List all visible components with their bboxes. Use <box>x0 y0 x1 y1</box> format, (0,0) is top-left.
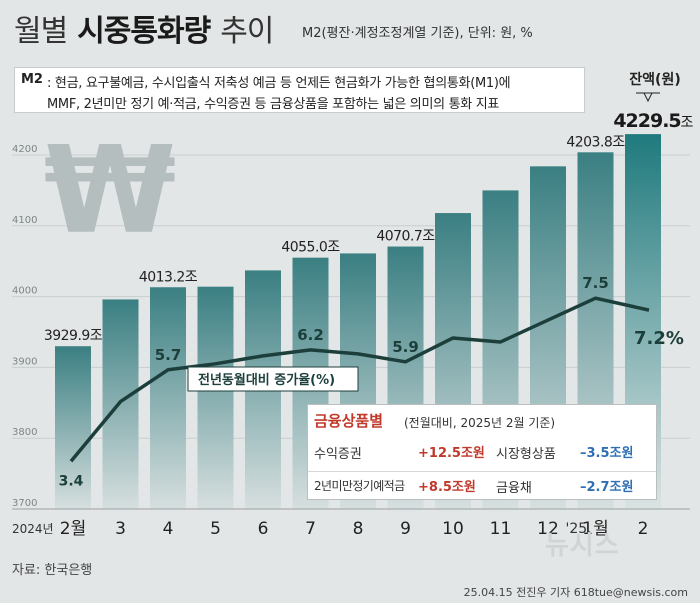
bar <box>150 287 186 509</box>
bar-value-label: 4013.2조 <box>139 269 198 285</box>
financial-products-box: 금융상품별 (전월대비, 2025년 2월 기준) 수익증권 +12.5조원 시… <box>307 404 657 500</box>
bar-value-label: 4203.8조 <box>566 134 625 150</box>
financial-products-note: (전월대비, 2025년 2월 기준) <box>404 416 556 430</box>
bar-value-label: 3929.9조 <box>44 328 103 344</box>
product-change: +12.5조원 <box>418 446 485 461</box>
bar-value-label: 4229.5 <box>613 110 680 132</box>
y-tick-label: 3700 <box>12 498 37 509</box>
bar-value-label: 4055.0조 <box>281 240 340 256</box>
y-tick-label: 4000 <box>12 286 37 297</box>
x-tick-label: 8 <box>353 519 364 539</box>
line-value-label: 7.5 <box>582 274 609 292</box>
line-value-label: 5.9 <box>392 338 419 356</box>
line-value-label: 6.2 <box>297 326 324 344</box>
bar <box>197 286 234 509</box>
bar-value-unit: 조 <box>681 115 694 131</box>
balance-legend-pointer <box>636 92 660 103</box>
x-tick-label: 2월 <box>60 519 86 539</box>
x-tick-label: 12 <box>537 519 559 539</box>
subtitle: M2(평잔·계정조정계열 기준), 단위: 원, % <box>302 26 533 41</box>
x-year-label: '25. <box>566 521 592 537</box>
x-tick-label: 9 <box>400 519 411 539</box>
y-tick-label: 3900 <box>12 356 37 367</box>
credit-line: 25.04.15 전진우 기자 618tue@newsis.com <box>463 586 688 599</box>
product-name: 2년미만정기예적금 <box>314 479 405 493</box>
x-year-label: 2024년 <box>12 522 54 536</box>
growth-rate-line <box>69 296 650 463</box>
product-name: 수익증권 <box>314 447 362 462</box>
bar-value-label: 4070.7조 <box>376 229 435 245</box>
x-tick-label: 4 <box>163 519 174 539</box>
x-tick-label: 1월 <box>582 519 608 539</box>
bar <box>55 346 91 509</box>
title-part-trend: 추이 <box>220 14 274 49</box>
financial-products-row: 수익증권 +12.5조원 시장형상품 –3.5조원 <box>308 438 656 468</box>
won-symbol-icon: ₩ <box>44 122 176 261</box>
x-tick-label: 2 <box>638 519 649 539</box>
source-note: 자료: 한국은행 <box>12 563 93 578</box>
x-tick-label: 6 <box>258 519 269 539</box>
x-tick-label: 11 <box>490 519 512 539</box>
m2-definition-box: M2 : 현금, 요구불예금, 수시입출식 저축성 예금 등 언제든 현금화가 … <box>14 67 585 113</box>
growth-legend-label: 전년동월대비 증가율(%) <box>198 372 335 388</box>
x-tick-label: 7 <box>305 519 316 539</box>
title-part-money-supply: 시중통화량 <box>77 14 211 49</box>
product-name: 시장형상품 <box>496 447 556 462</box>
y-tick-label: 3800 <box>12 427 37 438</box>
x-tick-label: 5 <box>210 519 221 539</box>
balance-legend-label: 잔액(원) <box>629 71 680 88</box>
line-value-label: 3.4 <box>59 473 84 489</box>
financial-products-title: 금융상품별 <box>314 412 384 430</box>
product-change: –3.5조원 <box>580 446 634 461</box>
page-title: 월별 시중통화량 추이 <box>14 6 274 50</box>
product-name: 금융채 <box>496 481 532 496</box>
y-tick-label: 4200 <box>12 144 37 155</box>
m2-label: M2 <box>21 72 43 87</box>
y-tick-label: 4100 <box>12 215 37 226</box>
financial-products-row: 2년미만정기예적금 +8.5조원 금융채 –2.7조원 <box>308 471 656 502</box>
line-value-label: 5.7 <box>155 346 182 364</box>
title-part-monthly: 월별 <box>14 14 68 49</box>
growth-legend-box <box>187 366 359 392</box>
x-tick-label: 3 <box>115 519 126 539</box>
x-tick-label: 10 <box>442 519 464 539</box>
product-change: –2.7조원 <box>580 480 634 495</box>
line-value-label: 7.2% <box>634 328 684 349</box>
m2-definition-line2: MMF, 2년미만 정기 예·적금, 수익증권 등 금융상품을 포함하는 넓은 … <box>47 97 500 112</box>
m2-definition-line1: : 현금, 요구불예금, 수시입출식 저축성 예금 등 언제든 현금화가 가능한… <box>47 76 511 91</box>
product-change: +8.5조원 <box>418 480 476 495</box>
watermark-logo: 뉴시스 <box>545 531 620 561</box>
